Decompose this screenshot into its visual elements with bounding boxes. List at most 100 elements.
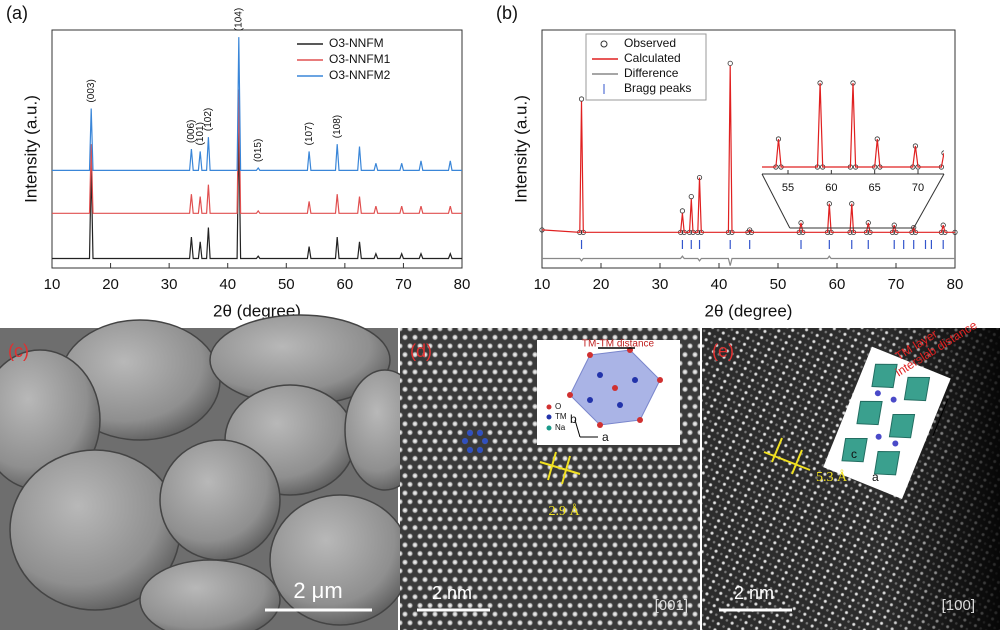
y-axis-label: Intensity (a.u.) xyxy=(511,95,530,203)
observed-point xyxy=(701,158,705,162)
legend-label: Na xyxy=(555,423,566,432)
legend-label: O3-NNFM xyxy=(329,36,384,50)
spectrum-line xyxy=(541,65,955,233)
marked-atoms xyxy=(462,430,488,453)
spectrum-line xyxy=(52,37,462,171)
x-tick-label: 40 xyxy=(711,276,728,293)
zone-axis: [001] xyxy=(655,597,688,614)
observed-point xyxy=(985,144,989,148)
legend-label: Observed xyxy=(624,36,676,50)
zoom-line xyxy=(761,173,791,229)
axis-label: b xyxy=(570,412,577,426)
panel-e: TM layer interslab distance c a (e) 5.3 … xyxy=(702,318,1000,630)
legend-label: Bragg peaks xyxy=(624,81,691,95)
axis-label: c xyxy=(851,447,857,461)
observed-point xyxy=(605,165,609,169)
legend-label: Calculated xyxy=(624,51,681,65)
legend-label: O3-NNFM1 xyxy=(329,52,391,66)
observed-point xyxy=(630,165,634,169)
spectrum-line xyxy=(52,89,462,214)
series-group xyxy=(52,37,462,260)
legend-label: Difference xyxy=(624,66,679,80)
panel-label: (a) xyxy=(6,3,28,23)
spectrum-line xyxy=(542,255,955,266)
inset-tick-label: 65 xyxy=(869,182,881,194)
observed-point xyxy=(625,165,629,169)
spacing-marker xyxy=(539,451,581,485)
panel-label: (c) xyxy=(8,341,29,361)
legend-symbol xyxy=(600,40,608,48)
inset-tick-label: 60 xyxy=(825,182,837,194)
x-tick-label: 10 xyxy=(44,276,61,293)
peak-label: (015) xyxy=(253,139,264,162)
observed-point xyxy=(627,4,631,8)
series-group xyxy=(539,60,958,266)
x-tick-label: 80 xyxy=(454,276,471,293)
panel-c: (c) 2 μm xyxy=(0,314,426,630)
observed-point xyxy=(670,165,674,169)
spacing-marker xyxy=(763,437,811,475)
legend-label: O xyxy=(555,402,561,411)
legend-label: TM xyxy=(555,412,567,421)
panel-label: (d) xyxy=(410,341,432,361)
observed-point xyxy=(612,165,616,169)
x-tick-label: 70 xyxy=(395,276,412,293)
observed-point xyxy=(618,165,622,169)
peak-label: (006) xyxy=(186,120,197,143)
x-tick-label: 10 xyxy=(534,276,551,293)
observed-point xyxy=(988,165,992,169)
observed-point xyxy=(456,165,460,169)
x-tick-label: 50 xyxy=(770,276,787,293)
peak-label: (104) xyxy=(233,8,244,31)
observed-point xyxy=(578,96,585,102)
peak-label: (108) xyxy=(332,115,343,138)
plot-frame xyxy=(51,29,463,269)
x-tick-label: 20 xyxy=(593,276,610,293)
zoom-line xyxy=(913,173,945,229)
observed-point xyxy=(679,208,686,214)
charts: (a) 2θ (degree) Intensity (a.u.) 10 20 30 40 50… xyxy=(6,3,992,321)
observed-point xyxy=(675,165,679,169)
legend-label: O3-NNFM2 xyxy=(329,68,391,82)
panel-label: (b) xyxy=(496,3,518,23)
x-tick-label: 40 xyxy=(219,276,236,293)
distance-label: TM-TM distance xyxy=(582,339,655,350)
axis-label: a xyxy=(602,430,609,444)
peak-label: (102) xyxy=(203,108,214,131)
scale-bar-label: 2 nm xyxy=(432,583,472,603)
inset-series xyxy=(396,4,992,170)
grains xyxy=(0,314,426,630)
observed-point xyxy=(983,165,987,169)
panel-d: TM-TM distance O TM Na b a (d) 2.9 Å 2 n… xyxy=(400,328,700,630)
x-tick-label: 80 xyxy=(947,276,964,293)
x-axis-label: 2θ (degree) xyxy=(705,301,793,320)
scale-bar-label: 2 μm xyxy=(293,578,342,603)
x-tick-label: 20 xyxy=(102,276,119,293)
spectrum-line xyxy=(52,129,462,260)
observed-point xyxy=(396,158,400,162)
spectrum-line xyxy=(762,82,944,168)
x-tick-label: 70 xyxy=(888,276,905,293)
panel-label: (e) xyxy=(712,341,734,361)
observed-point xyxy=(599,165,603,169)
structure-inset xyxy=(823,346,951,499)
x-tick-label: 30 xyxy=(161,276,178,293)
scale-bar-label: 2 nm xyxy=(734,583,774,603)
observed-point xyxy=(602,102,606,106)
zone-axis: [100] xyxy=(942,597,975,614)
y-axis-label: Intensity (a.u.) xyxy=(21,95,40,203)
observed-point xyxy=(688,194,694,200)
plot-frame xyxy=(541,29,956,269)
spacing-label: 5.3 Å xyxy=(816,469,848,485)
observed-point xyxy=(703,165,707,169)
inset-tick-label: 55 xyxy=(782,182,794,194)
x-tick-label: 60 xyxy=(337,276,354,293)
x-tick-label: 30 xyxy=(652,276,669,293)
peak-label: (107) xyxy=(304,122,315,145)
peak-label: (101) xyxy=(195,122,206,145)
spacing-label: 2.9 Å xyxy=(548,503,580,519)
legend-box xyxy=(585,33,707,101)
axis-label: a xyxy=(872,470,879,484)
x-tick-label: 50 xyxy=(278,276,295,293)
